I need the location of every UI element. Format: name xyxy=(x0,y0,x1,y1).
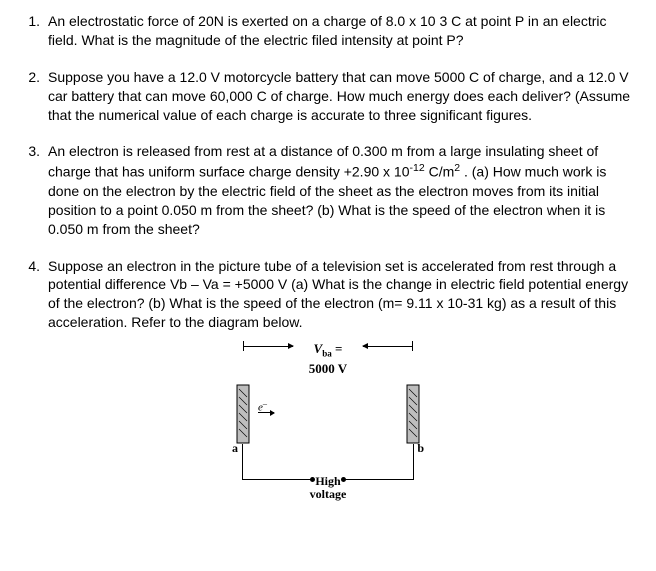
dim-arrow-right-icon xyxy=(362,343,368,349)
question-number: 3. xyxy=(20,142,48,238)
electron-arrow-icon xyxy=(258,412,274,413)
v-value: 5000 V xyxy=(309,361,347,376)
question-2: 2. Suppose you have a 12.0 V motorcycle … xyxy=(20,68,636,125)
v-equals: = xyxy=(332,341,343,356)
question-body: Suppose you have a 12.0 V motorcycle bat… xyxy=(48,68,636,125)
electron-charge: – xyxy=(263,399,267,408)
wire-left xyxy=(242,444,312,480)
question-number: 2. xyxy=(20,68,48,125)
crt-diagram: Vba = 5000 V xyxy=(218,340,438,500)
question-number: 1. xyxy=(20,12,48,50)
dim-arrow-left-icon xyxy=(288,343,294,349)
wire-right xyxy=(344,444,414,480)
diagram-container: Vba = 5000 V xyxy=(20,340,636,500)
q3-text-mid: C/m xyxy=(425,164,455,180)
question-1: 1. An electrostatic force of 20N is exer… xyxy=(20,12,636,50)
question-3: 3. An electron is released from rest at … xyxy=(20,142,636,238)
plate-letter-b: b xyxy=(417,440,424,456)
hv-line2: voltage xyxy=(310,487,347,501)
plate-letter-a: a xyxy=(232,440,238,456)
question-4: 4. Suppose an electron in the picture tu… xyxy=(20,257,636,333)
question-body: An electron is released from rest at a d… xyxy=(48,142,636,238)
question-body: Suppose an electron in the picture tube … xyxy=(48,257,636,333)
dim-line-left xyxy=(243,346,293,347)
q3-exp: -12 xyxy=(410,162,425,174)
question-body: An electrostatic force of 20N is exerted… xyxy=(48,12,636,50)
voltage-label: Vba = 5000 V xyxy=(309,340,347,377)
dim-line-right xyxy=(363,346,413,347)
high-voltage-label: High voltage xyxy=(310,475,347,500)
question-number: 4. xyxy=(20,257,48,333)
v-subscript: ba xyxy=(322,349,332,359)
plate-a-icon xyxy=(236,384,250,444)
plate-b-icon xyxy=(406,384,420,444)
